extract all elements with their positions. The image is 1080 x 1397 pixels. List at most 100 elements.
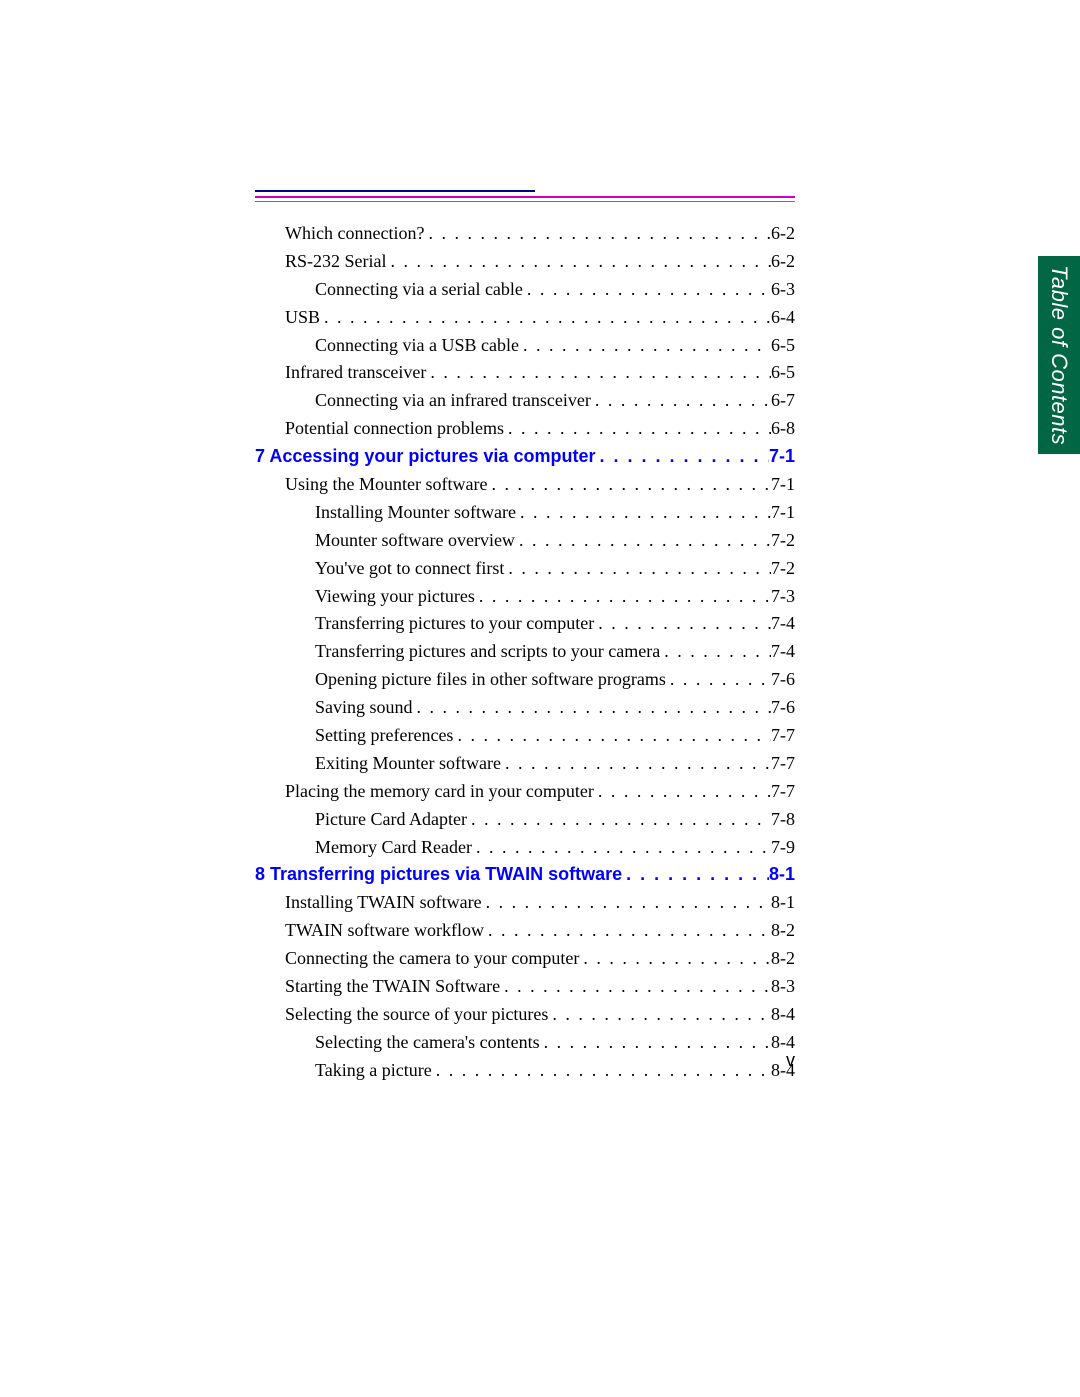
- toc-leader-dots: [519, 332, 771, 360]
- toc-entry: Selecting the camera's contents8-4: [255, 1029, 795, 1057]
- toc-label: Connecting via an infrared transceiver: [315, 387, 591, 415]
- toc-leader-dots: [516, 499, 771, 527]
- toc-leader-dots: [413, 694, 771, 722]
- toc-label: Exiting Mounter software: [315, 750, 501, 778]
- toc-entry: Connecting via an infrared transceiver 6-…: [255, 387, 795, 415]
- toc-page-ref: 7-7: [771, 778, 795, 806]
- toc-label: Transferring pictures to your computer: [315, 610, 594, 638]
- toc-entry: Setting preferences7-7: [255, 722, 795, 750]
- toc-label: TWAIN software workflow: [285, 917, 484, 945]
- toc-page-ref: 8-3: [771, 973, 795, 1001]
- toc-label: Installing Mounter software: [315, 499, 516, 527]
- toc-leader-dots: [504, 415, 771, 443]
- toc-page-ref: 6-7: [771, 387, 795, 415]
- toc-leader-dots: [320, 304, 771, 332]
- toc-page-ref: 7-7: [771, 750, 795, 778]
- toc-label: Starting the TWAIN Software: [285, 973, 500, 1001]
- toc-leader-dots: [504, 555, 771, 583]
- toc-page-ref: 6-3: [771, 276, 795, 304]
- toc-page-ref: 6-4: [771, 304, 795, 332]
- toc-entry: Saving sound7-6: [255, 694, 795, 722]
- toc-label: 7 Accessing your pictures via computer: [255, 443, 595, 471]
- toc-leader-dots: [387, 248, 772, 276]
- toc-label: Mounter software overview: [315, 527, 515, 555]
- toc-entry: Mounter software overview 7-2: [255, 527, 795, 555]
- toc-entry: Which connection? 6-2: [255, 220, 795, 248]
- toc-entry: Opening picture files in other software …: [255, 666, 795, 694]
- toc-leader-dots: [579, 945, 771, 973]
- toc-label: Opening picture files in other software …: [315, 666, 666, 694]
- toc-leader-dots: [501, 750, 771, 778]
- toc-label: Which connection?: [285, 220, 424, 248]
- toc-label: Connecting via a serial cable: [315, 276, 523, 304]
- toc-entry: Using the Mounter software7-1: [255, 471, 795, 499]
- header-rule-1: [255, 190, 535, 192]
- toc-leader-dots: [666, 666, 771, 694]
- toc-label: Installing TWAIN software: [285, 889, 482, 917]
- toc-label: You've got to connect first: [315, 555, 504, 583]
- toc-page-ref: 7-6: [771, 666, 795, 694]
- toc-page-ref: 8-1: [771, 889, 795, 917]
- toc-label: Selecting the camera's contents: [315, 1029, 540, 1057]
- toc-entry: Starting the TWAIN Software 8-3: [255, 973, 795, 1001]
- toc-entry: Infrared transceiver6-5: [255, 359, 795, 387]
- toc-page-ref: 6-2: [771, 220, 795, 248]
- toc-leader-dots: [548, 1001, 771, 1029]
- toc-page-ref: 7-2: [771, 555, 795, 583]
- toc-label: Picture Card Adapter: [315, 806, 467, 834]
- toc-page-ref: 7-1: [771, 499, 795, 527]
- toc-leader-dots: [500, 973, 771, 1001]
- toc-chapter[interactable]: 7 Accessing your pictures via computer 7-…: [255, 443, 795, 471]
- toc-leader-dots: [482, 889, 771, 917]
- toc-entry: Connecting via a USB cable 6-5: [255, 332, 795, 360]
- side-tab: Table of Contents: [1038, 256, 1080, 454]
- toc-entry: Connecting via a serial cable 6-3: [255, 276, 795, 304]
- toc-label: Placing the memory card in your computer: [285, 778, 594, 806]
- toc-label: Connecting via a USB cable: [315, 332, 519, 360]
- toc-leader-dots: [595, 443, 769, 471]
- toc-leader-dots: [472, 834, 771, 862]
- toc-page-ref: 6-5: [771, 332, 795, 360]
- toc-entry: Picture Card Adapter 7-8: [255, 806, 795, 834]
- toc-page-ref: 7-1: [769, 443, 795, 471]
- toc-page-ref: 8-2: [771, 917, 795, 945]
- toc-label: Saving sound: [315, 694, 413, 722]
- header-rule-2: [255, 196, 795, 198]
- toc-page-ref: 7-2: [771, 527, 795, 555]
- toc-entry: RS-232 Serial6-2: [255, 248, 795, 276]
- toc-entry: Exiting Mounter software 7-7: [255, 750, 795, 778]
- toc-entry: USB 6-4: [255, 304, 795, 332]
- toc-page-ref: 6-5: [771, 359, 795, 387]
- toc-leader-dots: [660, 638, 771, 666]
- toc-label: Memory Card Reader: [315, 834, 472, 862]
- toc-label: Potential connection problems: [285, 415, 504, 443]
- toc-page-ref: 8-1: [769, 861, 795, 889]
- toc-entry: Memory Card Reader 7-9: [255, 834, 795, 862]
- toc-label: 8 Transferring pictures via TWAIN softwa…: [255, 861, 622, 889]
- toc-page-ref: 7-7: [771, 722, 795, 750]
- toc-page-ref: 7-8: [771, 806, 795, 834]
- toc-page-ref: 7-9: [771, 834, 795, 862]
- toc-leader-dots: [594, 778, 771, 806]
- toc-label: USB: [285, 304, 320, 332]
- toc-entry: Viewing your pictures7-3: [255, 583, 795, 611]
- toc-entry: Selecting the source of your pictures8-4: [255, 1001, 795, 1029]
- toc-leader-dots: [484, 917, 771, 945]
- toc-leader-dots: [540, 1029, 771, 1057]
- toc-leader-dots: [515, 527, 771, 555]
- toc-entry: You've got to connect first 7-2: [255, 555, 795, 583]
- toc-page: Which connection?6-2RS-232 Serial6-2Conn…: [255, 190, 795, 1085]
- toc-leader-dots: [523, 276, 771, 304]
- toc-chapter[interactable]: 8 Transferring pictures via TWAIN softwa…: [255, 861, 795, 889]
- toc-label: Transferring pictures and scripts to you…: [315, 638, 660, 666]
- toc-label: Viewing your pictures: [315, 583, 475, 611]
- toc-entry: Taking a picture8-4: [255, 1057, 795, 1085]
- toc-leader-dots: [591, 387, 771, 415]
- toc-list: Which connection?6-2RS-232 Serial6-2Conn…: [255, 220, 795, 1085]
- toc-page-ref: 7-4: [771, 638, 795, 666]
- toc-leader-dots: [622, 861, 769, 889]
- toc-entry: Transferring pictures to your computer7-…: [255, 610, 795, 638]
- toc-entry: Potential connection problems6-8: [255, 415, 795, 443]
- toc-page-ref: 6-2: [771, 248, 795, 276]
- toc-leader-dots: [467, 806, 771, 834]
